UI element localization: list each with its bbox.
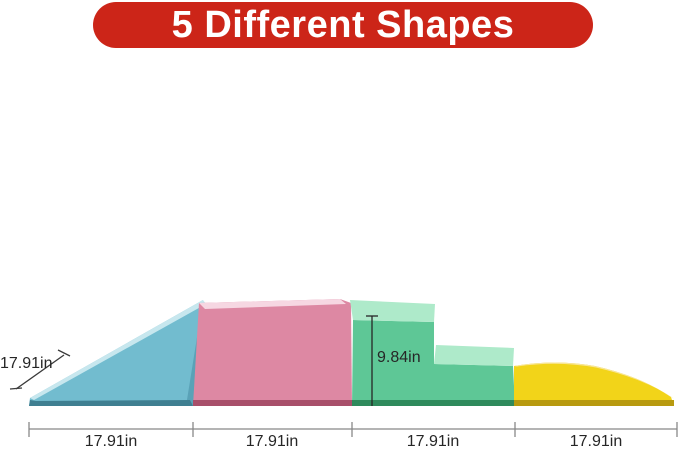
svg-text:17.91in: 17.91in [85,433,138,450]
svg-text:17.91in: 17.91in [570,433,623,450]
svg-text:9.84in: 9.84in [377,349,421,366]
svg-text:17.91in: 17.91in [0,355,53,372]
svg-text:17.91in: 17.91in [246,433,299,450]
svg-text:17.91in: 17.91in [407,433,460,450]
